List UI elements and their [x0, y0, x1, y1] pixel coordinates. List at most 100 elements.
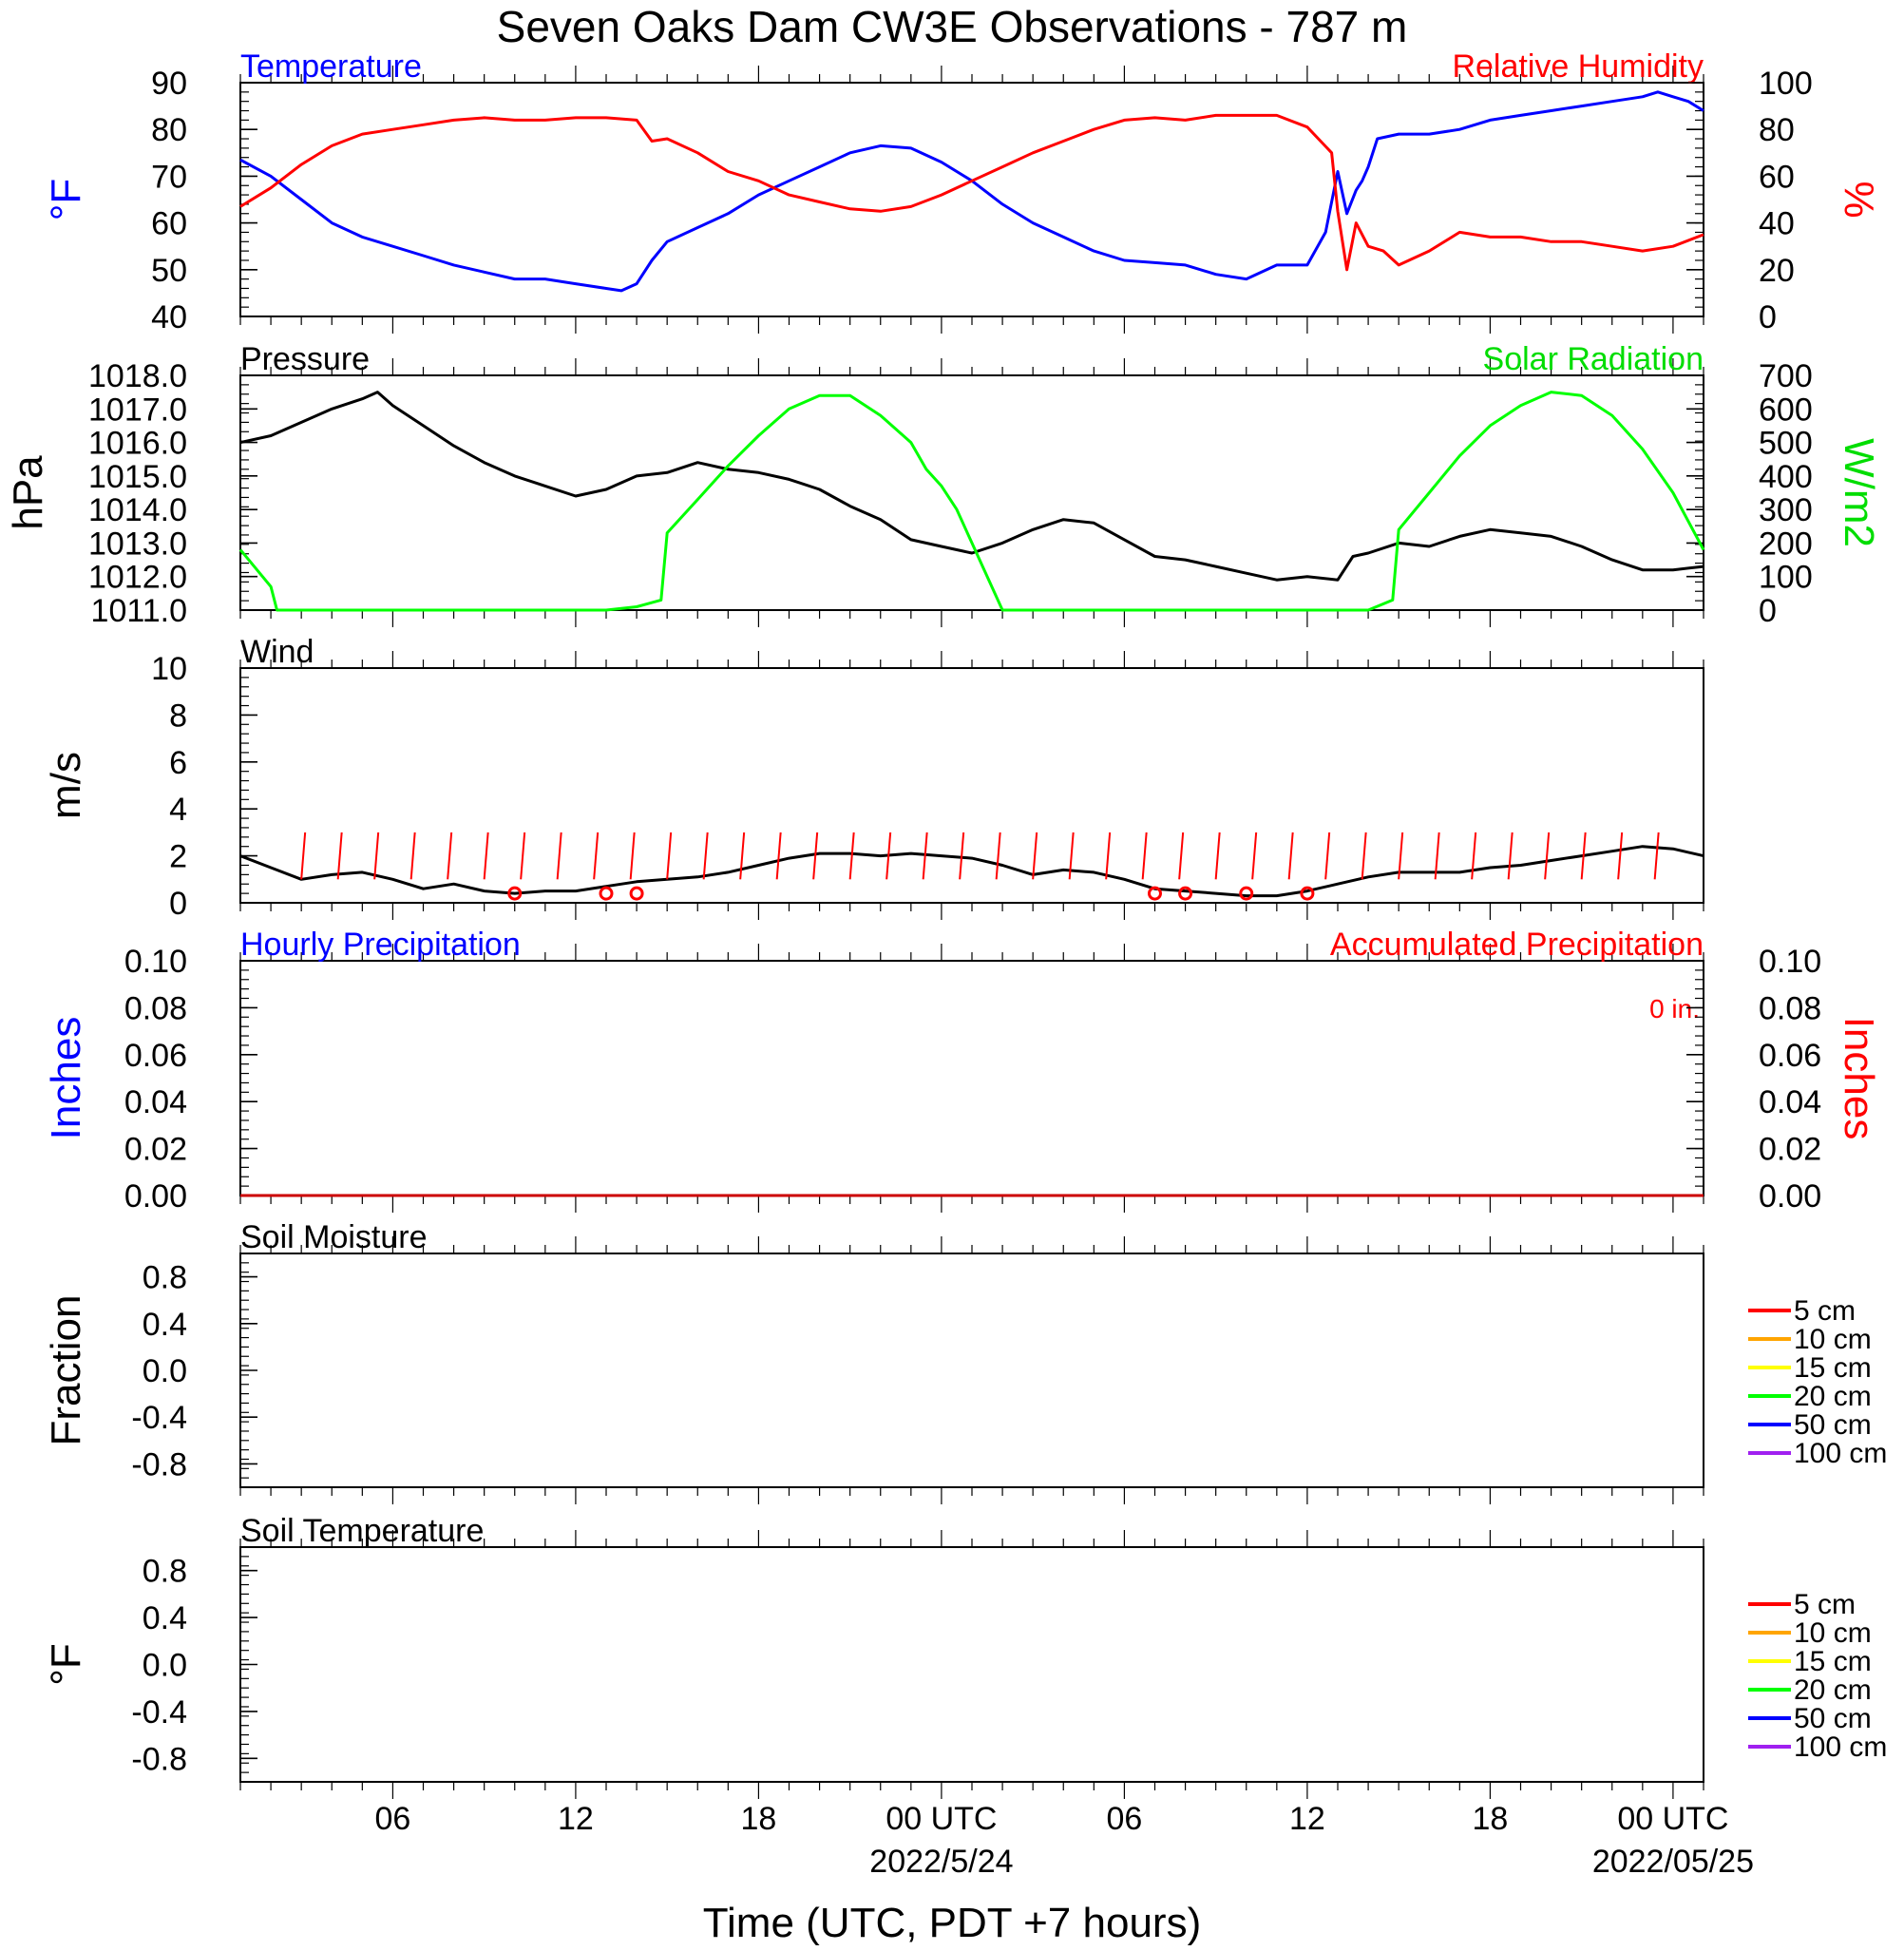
panels-group: Temperature Relative Humidity405060708090…	[5, 48, 1887, 1799]
pressure_solar-left-tick-label: 1013.0	[88, 526, 187, 562]
wind-barb	[922, 832, 928, 880]
wind-barb	[1178, 832, 1185, 880]
soil_temperature-title-left: Soil Temperature	[240, 1513, 484, 1549]
precip-right-tick-label: 0.06	[1759, 1038, 1821, 1074]
wind-barb	[702, 832, 709, 880]
calm-wind-marker	[1178, 886, 1193, 901]
precip-ylabel-left: Inches	[43, 1017, 89, 1140]
wind-barb	[739, 832, 746, 880]
wind-left-tick-label: 6	[169, 745, 187, 781]
soil_temperature-left-tick-label: 0.8	[143, 1554, 187, 1590]
soil_moisture-left-tick-label: -0.8	[131, 1446, 187, 1482]
soil_temperature-legend-label: 15 cm	[1794, 1646, 1872, 1677]
pressure_solar-left-tick-label: 1018.0	[88, 358, 187, 394]
pressure_solar-left-tick-label: 1016.0	[88, 426, 187, 462]
wind-barb	[995, 832, 1001, 880]
wind-barb	[666, 832, 673, 880]
precip-ylabel-right: Inches	[1836, 1017, 1882, 1140]
panel-precip: Hourly Precipitation Accumulated Precipit…	[43, 927, 1882, 1215]
wind-left-tick-label: 4	[169, 792, 187, 828]
pressure_solar-left-tick-label: 1015.0	[88, 459, 187, 495]
pressure_solar-right-tick-label: 400	[1759, 459, 1813, 495]
pressure_solar-left-tick-label: 1014.0	[88, 492, 187, 528]
wind-barb	[1580, 832, 1587, 880]
temp_rh-right-tick-label: 100	[1759, 66, 1813, 102]
soil_temperature-legend-label: 10 cm	[1794, 1617, 1872, 1649]
temp_rh-right-tick-label: 0	[1759, 299, 1777, 335]
wind-barb	[1105, 832, 1112, 880]
pressure_solar-right-tick-label: 600	[1759, 392, 1813, 428]
soil_temperature-left-tick-label: 0.0	[143, 1648, 187, 1684]
soil_moisture-frame	[239, 1253, 1704, 1488]
temp_rh-left-tick-label: 40	[151, 299, 187, 335]
precip-right-tick-label: 0.08	[1759, 990, 1821, 1026]
wind-barb	[409, 832, 416, 880]
soil_temperature-legend-label: 50 cm	[1794, 1703, 1872, 1734]
temp_rh-ylabel-right: %	[1836, 181, 1882, 218]
soil_moisture-legend-label: 100 cm	[1794, 1438, 1887, 1469]
precip-right-tick-label: 0.02	[1759, 1132, 1821, 1168]
soil_moisture-legend-label: 10 cm	[1794, 1324, 1872, 1355]
precip-right-tick-label: 0.00	[1759, 1178, 1821, 1215]
soil_moisture-legend-label: 20 cm	[1794, 1381, 1872, 1412]
x-tick-label: 12	[1289, 1801, 1325, 1837]
wind-barb	[629, 832, 636, 880]
pressure_solar-left-tick-label: 1011.0	[91, 593, 187, 629]
precip-frame	[239, 960, 1704, 1196]
wind-ylabel-left: m/s	[43, 752, 89, 819]
pressure_solar-left-tick-label: 1012.0	[88, 560, 187, 596]
wind-barb	[1653, 832, 1660, 880]
precip-left-tick-label: 0.08	[124, 990, 187, 1026]
wind-left-tick-label: 10	[151, 651, 187, 687]
panel-temp_rh: Temperature Relative Humidity 40 50 60 70 80 90…	[43, 48, 1882, 335]
wind-left-tick-label: 8	[169, 698, 187, 734]
temp_rh-ylabel-left: °F	[43, 179, 89, 220]
wind-barb	[1141, 832, 1148, 880]
pressure_solar-left-tick-label: 1017.0	[88, 392, 187, 428]
panel-wind: Wind 0 2 4 6 8 10 m/s	[43, 634, 1704, 922]
pressure_solar-right-tick-label: 100	[1759, 560, 1813, 596]
soil_moisture-legend-label: 15 cm	[1794, 1352, 1872, 1384]
soil_moisture-legend-label: 50 cm	[1794, 1409, 1872, 1441]
temp_rh-left-tick-label: 60	[151, 206, 187, 242]
wind-barb	[959, 832, 965, 880]
figure-title: Seven Oaks Dam CW3E Observations - 787 m	[497, 2, 1408, 51]
temp_rh-left-tick-label: 90	[151, 66, 187, 102]
wind-barb	[1324, 832, 1331, 880]
calm-wind-marker	[1239, 886, 1254, 901]
panel-soil_temperature: Soil Temperature-0.8-0.40.00.40.8°F5 cm1…	[43, 1513, 1887, 1799]
precip-annotation: 0 in.	[1649, 994, 1700, 1023]
wind-barb	[775, 832, 782, 880]
wind-barb	[1032, 832, 1038, 880]
precip-left-tick-label: 0.04	[124, 1084, 187, 1120]
precip-right-tick-label: 0.04	[1759, 1084, 1821, 1120]
x-tick-date: 2022/5/24	[869, 1844, 1013, 1880]
wind-barb	[483, 832, 489, 880]
temp_rh-title-left: Temperature	[240, 48, 422, 85]
precip-left-tick-label: 0.06	[124, 1038, 187, 1074]
wind-barb	[812, 832, 819, 880]
precip-title-left: Hourly Precipitation	[240, 927, 521, 963]
calm-wind-marker	[1300, 886, 1315, 901]
temp_rh-title-right: Relative Humidity	[1452, 48, 1704, 85]
wind-barb	[1471, 832, 1477, 880]
soil_temperature-legend-label: 100 cm	[1794, 1731, 1887, 1763]
x-tick-label: 06	[375, 1801, 411, 1837]
soil_moisture-title-left: Soil Moisture	[240, 1219, 428, 1255]
soil_temperature-frame	[239, 1546, 1704, 1783]
soil_temperature-ylabel-left: °F	[43, 1643, 89, 1685]
x-tick-label: 00 UTC	[885, 1801, 997, 1837]
wind-barb	[1214, 832, 1221, 880]
wind-barb	[1287, 832, 1294, 880]
wind-barb	[520, 832, 526, 880]
soil_moisture-legend-label: 5 cm	[1794, 1295, 1856, 1327]
x-tick-label: 00 UTC	[1617, 1801, 1728, 1837]
wind-barb	[1068, 832, 1075, 880]
temp_rh-left-tick-label: 50	[151, 253, 187, 289]
panel-pressure_solar: Pressure Solar Radiation 1011.01012.01013.…	[5, 341, 1882, 629]
temp_rh-right-tick-label: 80	[1759, 112, 1795, 148]
x-tick-date: 2022/05/25	[1592, 1844, 1754, 1880]
calm-wind-marker	[599, 886, 614, 901]
x-axis-label: Time (UTC, PDT +7 hours)	[703, 1900, 1201, 1946]
